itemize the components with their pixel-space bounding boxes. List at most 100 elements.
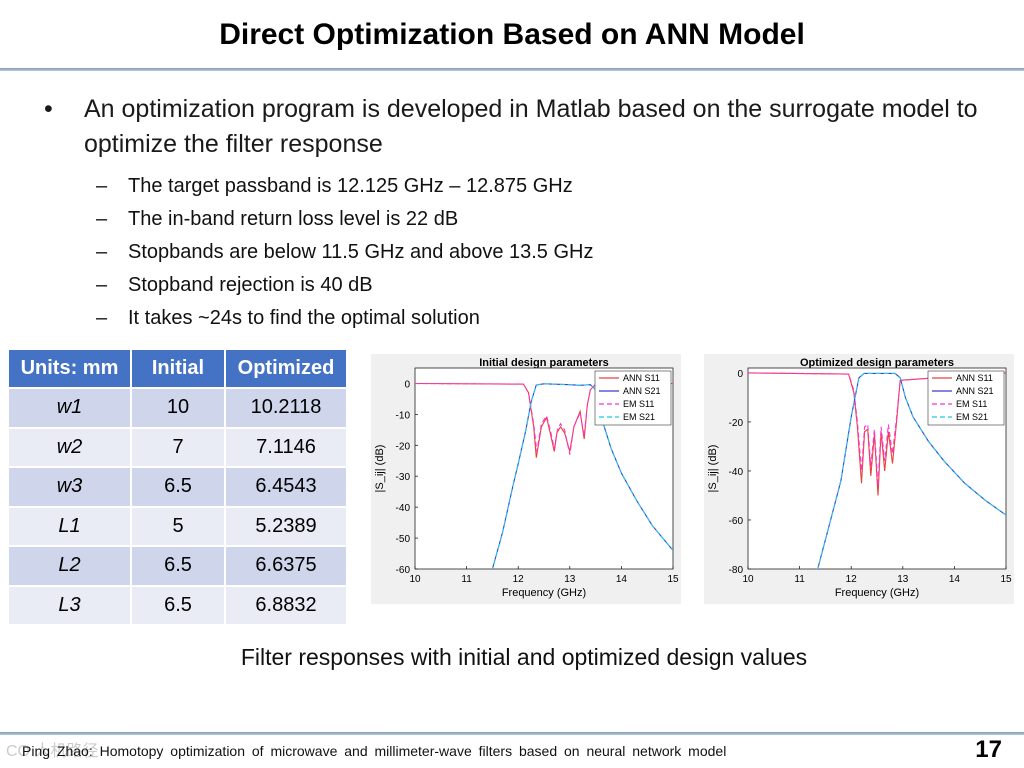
sub-bullet-text: Stopbands are below 11.5 GHz and above 1…	[128, 241, 594, 263]
table-header-row: Units: mm Initial Optimized	[9, 350, 348, 388]
sub-bullet-marker: –	[96, 274, 108, 296]
series-group	[748, 372, 1006, 569]
cell-variable: L1	[9, 505, 132, 546]
x-tick-label: 11	[461, 574, 472, 585]
initial-response-chart: Initial design parameters 10 11 12 13 14 15 0 -1…	[371, 354, 681, 604]
y-tick-label: -50	[396, 534, 411, 545]
sub-bullet-text: Stopband rejection is 40 dB	[128, 274, 373, 296]
x-tick-label: 14	[949, 574, 961, 585]
x-axis-label: Frequency (GHz)	[502, 587, 586, 599]
header-initial: Initial	[131, 350, 226, 388]
sub-bullet: – The in-band return loss level is 22 dB	[44, 203, 1004, 236]
sub-bullet-marker: –	[96, 307, 108, 329]
cell-initial: 5	[131, 505, 226, 546]
main-bullet: • An optimization program is developed i…	[44, 92, 1004, 162]
optimized-chart-svg: Optimized design parameters 10 11 12 13 14 15 0…	[707, 357, 1012, 599]
sub-bullet-list: – The target passband is 12.125 GHz – 12.…	[44, 170, 1004, 335]
sub-bullet: – It takes ~24s to find the optimal solut…	[44, 302, 1004, 335]
y-axis-label: |S_ij| (dB)	[374, 445, 386, 493]
header-optimized: Optimized	[225, 350, 348, 388]
legend-label: EM S21	[956, 412, 988, 422]
main-bullet-text: An optimization program is developed in …	[84, 95, 978, 158]
x-tick-label: 12	[846, 574, 858, 585]
y-tick-label: -80	[729, 565, 744, 576]
table-row: w1 10 10.2118	[9, 387, 348, 428]
sub-bullet: – Stopband rejection is 40 dB	[44, 269, 1004, 302]
cell-optimized: 10.2118	[225, 387, 348, 428]
legend-box	[927, 370, 1005, 426]
figure-caption: Filter responses with initial and optimi…	[240, 644, 808, 670]
legend-label: ANN S21	[623, 386, 661, 396]
x-tick-label: 12	[513, 574, 525, 585]
sub-bullet: – The target passband is 12.125 GHz – 12.…	[44, 170, 1004, 203]
x-tick-label: 10	[742, 574, 754, 585]
legend-label: ANN S11	[956, 373, 993, 383]
series-group	[415, 382, 673, 569]
sub-bullet-text: The target passband is 12.125 GHz – 12.8…	[128, 175, 573, 197]
sub-bullet-marker: –	[96, 175, 108, 197]
sub-bullet-text: The in-band return loss level is 22 dB	[128, 208, 459, 230]
bullet-marker: •	[44, 95, 53, 123]
footer-citation: Ping Zhao: Homotopy optimization of micr…	[22, 743, 727, 759]
x-tick-label: 10	[409, 574, 421, 585]
table-row: L2 6.5 6.6375	[9, 545, 348, 586]
cell-optimized: 6.6375	[225, 545, 348, 586]
x-tick-label: 15	[667, 574, 679, 585]
y-tick-label: -60	[729, 516, 744, 527]
y-tick-label: 0	[737, 369, 743, 380]
legend-label: EM S21	[623, 412, 655, 422]
series-line-em-s21	[816, 372, 1006, 569]
legend-label: EM S11	[956, 399, 987, 409]
table-row: w3 6.5 6.4543	[9, 466, 348, 507]
legend-box	[594, 370, 672, 426]
sub-bullet-marker: –	[96, 241, 108, 263]
header-units: Units: mm	[9, 350, 132, 388]
legend-label: ANN S21	[956, 386, 994, 396]
cell-variable: w3	[9, 466, 132, 507]
series-line-ann-s11	[415, 382, 673, 458]
parameter-table: Units: mm Initial Optimized w1 10 10.211…	[9, 350, 348, 624]
y-tick-label: -40	[396, 503, 411, 514]
chart-title: Initial design parameters	[479, 357, 609, 369]
cell-initial: 10	[131, 387, 226, 428]
series-line-em-s11	[415, 382, 673, 455]
x-tick-label: 14	[616, 574, 628, 585]
y-tick-label: -20	[396, 441, 411, 452]
x-axis-label: Frequency (GHz)	[835, 587, 919, 599]
title-divider	[0, 68, 1024, 71]
table-row: L1 5 5.2389	[9, 505, 348, 546]
x-tick-label: 11	[794, 574, 805, 585]
footer-divider	[0, 732, 1024, 735]
series-line-em-s11	[748, 372, 1006, 486]
cell-initial: 6.5	[131, 466, 226, 507]
bullet-list: • An optimization program is developed i…	[44, 92, 1004, 335]
y-tick-label: -40	[729, 467, 744, 478]
series-line-em-s21	[491, 383, 673, 569]
y-tick-label: -20	[729, 418, 744, 429]
cell-initial: 6.5	[131, 584, 226, 624]
legend-label: ANN S11	[623, 373, 660, 383]
watermark-logo: CO 人机路径	[6, 743, 99, 760]
cell-optimized: 6.4543	[225, 466, 348, 507]
cell-variable: w2	[9, 426, 132, 467]
cell-variable: L3	[9, 584, 132, 624]
y-tick-label: -10	[396, 410, 411, 421]
initial-chart-svg: Initial design parameters 10 11 12 13 14 15 0 -1…	[374, 357, 679, 599]
cell-optimized: 7.1146	[225, 426, 348, 467]
cell-variable: w1	[9, 387, 132, 428]
optimized-response-chart: Optimized design parameters 10 11 12 13 14 15 0…	[704, 354, 1014, 604]
chart-title: Optimized design parameters	[800, 357, 954, 369]
y-tick-label: 0	[404, 379, 410, 390]
legend-label: EM S11	[623, 399, 654, 409]
cell-optimized: 6.8832	[225, 584, 348, 624]
table-row: L3 6.5 6.8832	[9, 584, 348, 624]
slide-title: Direct Optimization Based on ANN Model	[219, 18, 805, 51]
sub-bullet-marker: –	[96, 208, 108, 230]
table-row: w2 7 7.1146	[9, 426, 348, 467]
y-tick-label: -30	[396, 472, 411, 483]
cell-optimized: 5.2389	[225, 505, 348, 546]
y-axis-label: |S_ij| (dB)	[707, 445, 719, 493]
cell-initial: 6.5	[131, 545, 226, 586]
cell-variable: L2	[9, 545, 132, 586]
page-number: 17	[975, 736, 1002, 763]
